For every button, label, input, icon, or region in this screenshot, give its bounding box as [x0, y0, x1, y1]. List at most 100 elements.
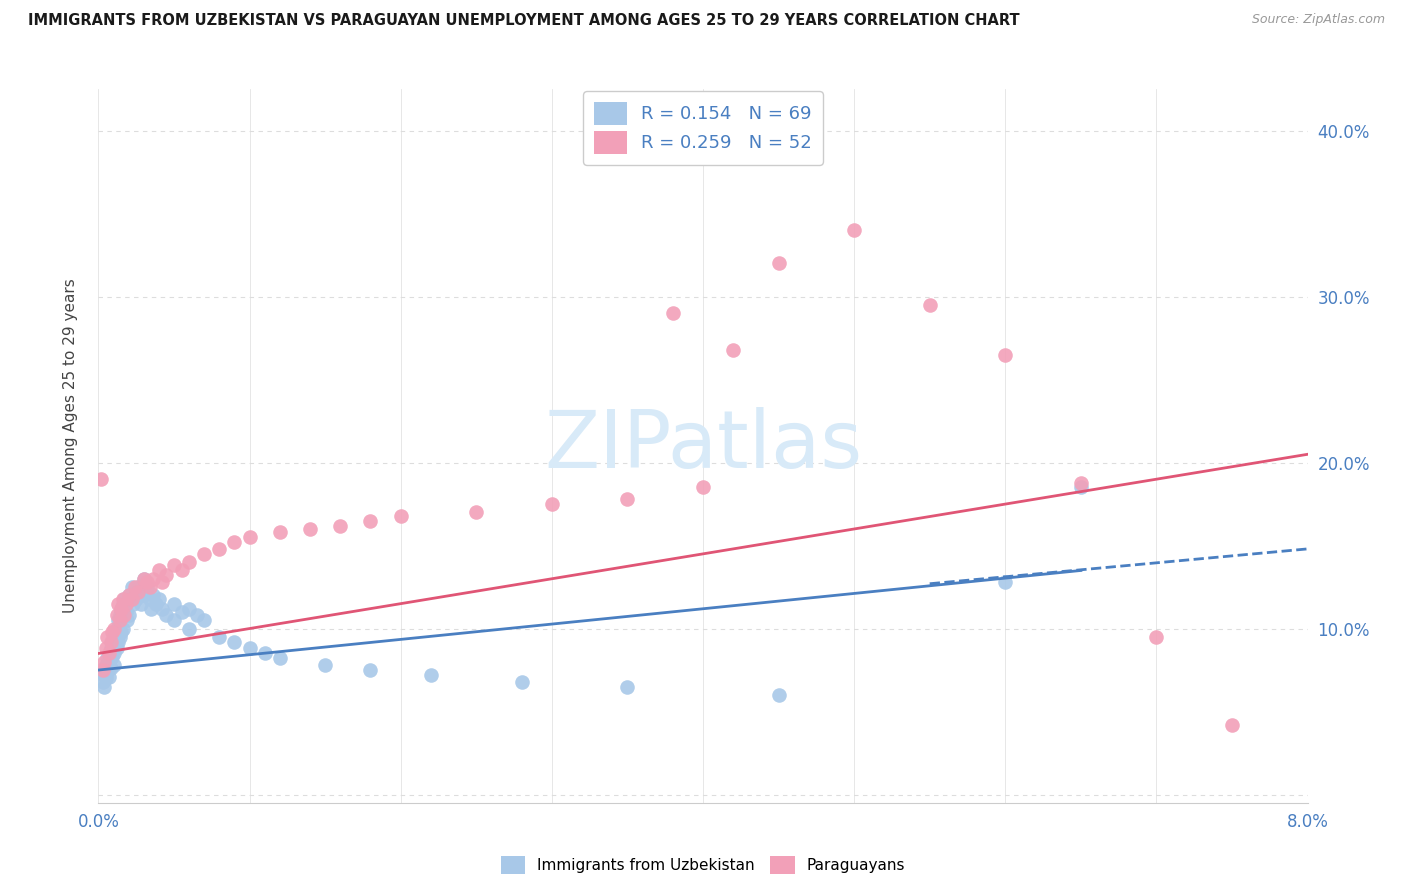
Point: [93, 668, 115, 682]
Point: [186, 608, 208, 623]
Point: [127, 585, 149, 599]
Point: [208, 541, 231, 556]
Point: [145, 597, 167, 611]
Y-axis label: Unemployment Among Ages 25 to 29 years: Unemployment Among Ages 25 to 29 years: [63, 278, 77, 614]
Point: [94, 658, 117, 673]
Point: [98, 647, 121, 661]
Point: [108, 613, 131, 627]
Point: [100, 635, 122, 649]
Point: [124, 580, 146, 594]
Point: [132, 572, 155, 586]
Point: [96, 630, 118, 644]
Point: [224, 535, 246, 549]
Point: [93, 680, 115, 694]
Point: [616, 492, 638, 507]
Point: [107, 635, 129, 649]
Point: [105, 608, 128, 623]
Point: [155, 608, 177, 623]
Point: [179, 622, 201, 636]
Point: [465, 505, 488, 519]
Point: [170, 564, 193, 578]
Point: [103, 622, 125, 636]
Point: [1220, 718, 1243, 732]
Point: [420, 668, 443, 682]
Point: [994, 348, 1017, 362]
Point: [100, 641, 122, 656]
Point: [224, 635, 246, 649]
Point: [768, 256, 790, 270]
Point: [90, 472, 112, 486]
Point: [723, 343, 745, 357]
Point: [163, 597, 186, 611]
Point: [93, 655, 115, 669]
Point: [101, 624, 124, 639]
Point: [98, 670, 121, 684]
Point: [127, 580, 149, 594]
Point: [101, 635, 124, 649]
Legend: Immigrants from Uzbekistan, Paraguayans: Immigrants from Uzbekistan, Paraguayans: [495, 850, 911, 880]
Point: [768, 688, 790, 702]
Point: [96, 665, 118, 679]
Point: [239, 641, 262, 656]
Point: [103, 658, 125, 673]
Point: [100, 661, 122, 675]
Point: [269, 651, 291, 665]
Point: [139, 580, 162, 594]
Point: [121, 580, 143, 594]
Point: [150, 575, 173, 590]
Point: [389, 508, 412, 523]
Point: [142, 572, 165, 586]
Point: [844, 223, 866, 237]
Point: [148, 591, 170, 606]
Point: [125, 591, 148, 606]
Point: [616, 680, 638, 694]
Point: [118, 588, 141, 602]
Point: [112, 591, 135, 606]
Point: [107, 597, 129, 611]
Point: [114, 605, 136, 619]
Point: [179, 601, 201, 615]
Point: [299, 522, 322, 536]
Point: [91, 674, 114, 689]
Point: [360, 663, 382, 677]
Point: [91, 663, 114, 677]
Point: [142, 588, 165, 602]
Text: Source: ZipAtlas.com: Source: ZipAtlas.com: [1251, 13, 1385, 27]
Point: [118, 588, 141, 602]
Point: [269, 525, 291, 540]
Point: [170, 605, 193, 619]
Point: [148, 564, 170, 578]
Point: [540, 497, 562, 511]
Point: [510, 674, 533, 689]
Point: [110, 624, 132, 639]
Point: [112, 608, 135, 623]
Point: [994, 575, 1017, 590]
Point: [110, 601, 132, 615]
Point: [105, 641, 128, 656]
Point: [111, 622, 134, 636]
Point: [96, 651, 118, 665]
Point: [90, 663, 112, 677]
Point: [193, 547, 215, 561]
Point: [314, 658, 336, 673]
Point: [692, 481, 714, 495]
Point: [108, 630, 131, 644]
Point: [150, 601, 173, 615]
Point: [1146, 630, 1168, 644]
Point: [135, 580, 157, 594]
Point: [124, 585, 146, 599]
Point: [111, 597, 134, 611]
Point: [132, 588, 155, 602]
Point: [111, 591, 134, 606]
Point: [132, 572, 155, 586]
Point: [101, 649, 124, 664]
Point: [107, 613, 129, 627]
Point: [918, 298, 941, 312]
Point: [128, 588, 150, 602]
Point: [1070, 475, 1092, 490]
Text: ZIPatlas: ZIPatlas: [544, 407, 862, 485]
Point: [114, 597, 136, 611]
Point: [329, 518, 352, 533]
Point: [1070, 481, 1092, 495]
Point: [239, 530, 262, 544]
